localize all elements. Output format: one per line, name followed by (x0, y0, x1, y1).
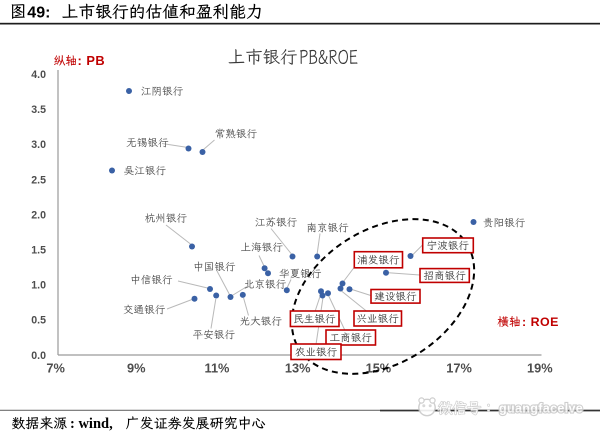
svg-text:11%: 11% (205, 360, 231, 375)
svg-text:49:: 49: (27, 4, 50, 21)
svg-text:guangfacelve: guangfacelve (499, 402, 583, 416)
svg-text:: ROE: : ROE (522, 315, 559, 329)
svg-text:9%: 9% (127, 360, 146, 375)
svg-text:15%: 15% (366, 360, 392, 375)
svg-text:3.0: 3.0 (31, 139, 46, 151)
svg-text:19%: 19% (527, 360, 553, 375)
svg-text:7%: 7% (46, 360, 65, 375)
svg-text:4.0: 4.0 (31, 69, 46, 81)
svg-text:: wind,: : wind, (70, 416, 113, 432)
svg-text:1.5: 1.5 (31, 245, 46, 257)
svg-text:1.0: 1.0 (31, 280, 46, 292)
svg-text:3.5: 3.5 (31, 104, 46, 116)
svg-text:2.0: 2.0 (31, 209, 46, 221)
svg-text:0.0: 0.0 (31, 350, 46, 362)
svg-text:13%: 13% (285, 360, 311, 375)
svg-text:0.5: 0.5 (31, 315, 46, 327)
svg-text:2.5: 2.5 (31, 174, 46, 186)
svg-text:: PB: : PB (78, 53, 106, 68)
svg-text:17%: 17% (446, 360, 472, 375)
